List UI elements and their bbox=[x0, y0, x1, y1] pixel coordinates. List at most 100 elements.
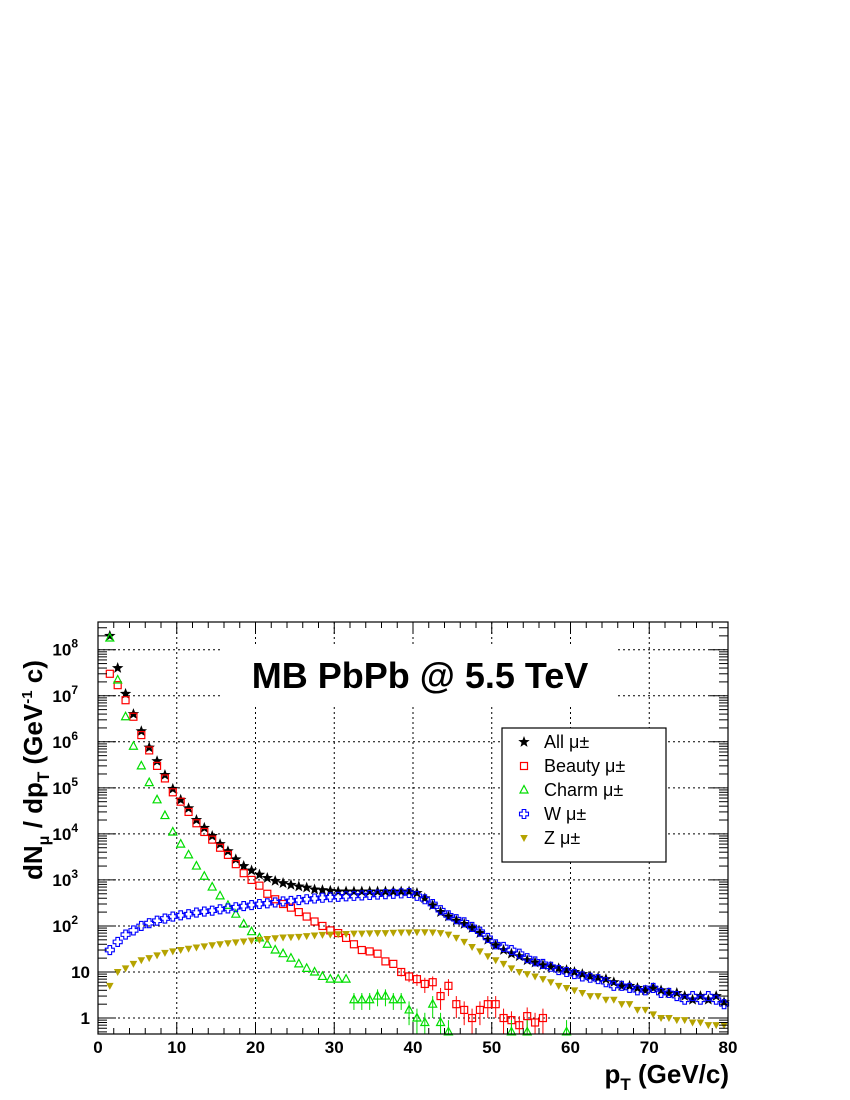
data-point bbox=[397, 929, 405, 937]
data-point bbox=[468, 943, 476, 951]
y-tick-label: 105 bbox=[52, 775, 78, 798]
data-point bbox=[522, 953, 533, 964]
data-point bbox=[515, 1021, 524, 1030]
data-point bbox=[207, 881, 218, 891]
data-point bbox=[531, 973, 539, 981]
data-point bbox=[199, 870, 210, 880]
data-point bbox=[261, 872, 274, 883]
data-point bbox=[577, 971, 588, 982]
data-point bbox=[568, 965, 581, 977]
data-point bbox=[444, 931, 453, 939]
data-point bbox=[631, 981, 644, 993]
data-point bbox=[145, 746, 154, 755]
data-point bbox=[523, 971, 531, 979]
data-point bbox=[262, 898, 273, 909]
data-point bbox=[633, 1006, 642, 1014]
data-point bbox=[318, 931, 327, 939]
data-point bbox=[278, 896, 289, 907]
data-point bbox=[538, 1013, 548, 1023]
data-point bbox=[176, 797, 185, 806]
data-point bbox=[444, 981, 453, 990]
data-point bbox=[625, 1001, 634, 1009]
y-tick-label: 108 bbox=[52, 637, 78, 660]
data-point bbox=[530, 956, 541, 967]
data-point bbox=[300, 881, 313, 893]
data-point bbox=[137, 730, 146, 740]
data-point bbox=[113, 968, 122, 976]
data-point bbox=[113, 681, 122, 690]
data-point bbox=[183, 849, 194, 859]
data-point bbox=[404, 972, 414, 981]
data-point bbox=[428, 929, 437, 937]
data-point bbox=[405, 929, 413, 937]
data-point bbox=[247, 937, 256, 945]
data-point bbox=[554, 982, 563, 990]
data-point bbox=[561, 966, 572, 978]
y-tick-label: 106 bbox=[52, 729, 78, 752]
data-point bbox=[521, 954, 533, 966]
y-tick-label: 1 bbox=[81, 1009, 90, 1028]
data-point bbox=[174, 793, 187, 805]
data-point bbox=[317, 892, 328, 903]
data-point bbox=[442, 910, 455, 922]
data-point bbox=[632, 985, 643, 996]
data-point bbox=[286, 903, 296, 912]
data-point bbox=[506, 944, 517, 956]
data-point bbox=[657, 1015, 665, 1023]
data-point bbox=[404, 887, 415, 899]
data-point bbox=[176, 947, 185, 955]
data-point bbox=[111, 662, 124, 673]
data-point bbox=[702, 993, 715, 1005]
data-point bbox=[396, 888, 407, 899]
data-point bbox=[285, 952, 296, 962]
data-point bbox=[592, 971, 604, 983]
data-point bbox=[159, 809, 170, 820]
data-point bbox=[523, 1012, 532, 1021]
x-tick-label: 30 bbox=[325, 1038, 344, 1057]
data-point bbox=[608, 980, 619, 991]
data-point bbox=[616, 980, 627, 991]
data-point bbox=[499, 960, 508, 968]
data-point bbox=[199, 906, 210, 917]
data-point bbox=[371, 885, 384, 897]
data-point bbox=[436, 991, 445, 1001]
y-tick-label: 103 bbox=[52, 867, 78, 890]
data-point bbox=[230, 902, 241, 913]
data-point bbox=[182, 802, 195, 814]
data-point bbox=[255, 881, 264, 890]
data-point bbox=[420, 979, 429, 989]
data-point bbox=[104, 629, 116, 641]
data-point bbox=[507, 965, 516, 973]
data-point bbox=[388, 993, 399, 1004]
data-point bbox=[230, 908, 241, 918]
data-point bbox=[302, 912, 311, 921]
data-point bbox=[553, 965, 564, 976]
data-point bbox=[663, 987, 674, 999]
data-point bbox=[578, 989, 587, 997]
data-point bbox=[332, 885, 344, 897]
data-point bbox=[482, 932, 493, 943]
data-point bbox=[238, 901, 249, 912]
data-point bbox=[237, 860, 250, 871]
data-point bbox=[270, 897, 281, 908]
data-point bbox=[137, 957, 146, 965]
data-point bbox=[704, 1022, 713, 1030]
data-point bbox=[639, 984, 652, 996]
data-point bbox=[106, 982, 114, 990]
data-point bbox=[348, 993, 359, 1004]
data-point bbox=[452, 1000, 461, 1009]
data-point bbox=[436, 930, 445, 938]
data-point bbox=[412, 975, 422, 984]
data-point bbox=[175, 910, 186, 921]
chart-title: MB PbPb @ 5.5 TeV bbox=[252, 655, 589, 696]
data-point bbox=[208, 835, 217, 844]
data-point bbox=[169, 948, 177, 956]
data-point bbox=[640, 985, 651, 996]
data-point bbox=[128, 925, 139, 936]
data-point bbox=[120, 929, 131, 940]
data-point bbox=[458, 918, 470, 929]
data-point bbox=[215, 904, 226, 915]
data-point bbox=[152, 915, 163, 926]
data-point bbox=[419, 892, 431, 904]
data-point bbox=[316, 884, 329, 895]
